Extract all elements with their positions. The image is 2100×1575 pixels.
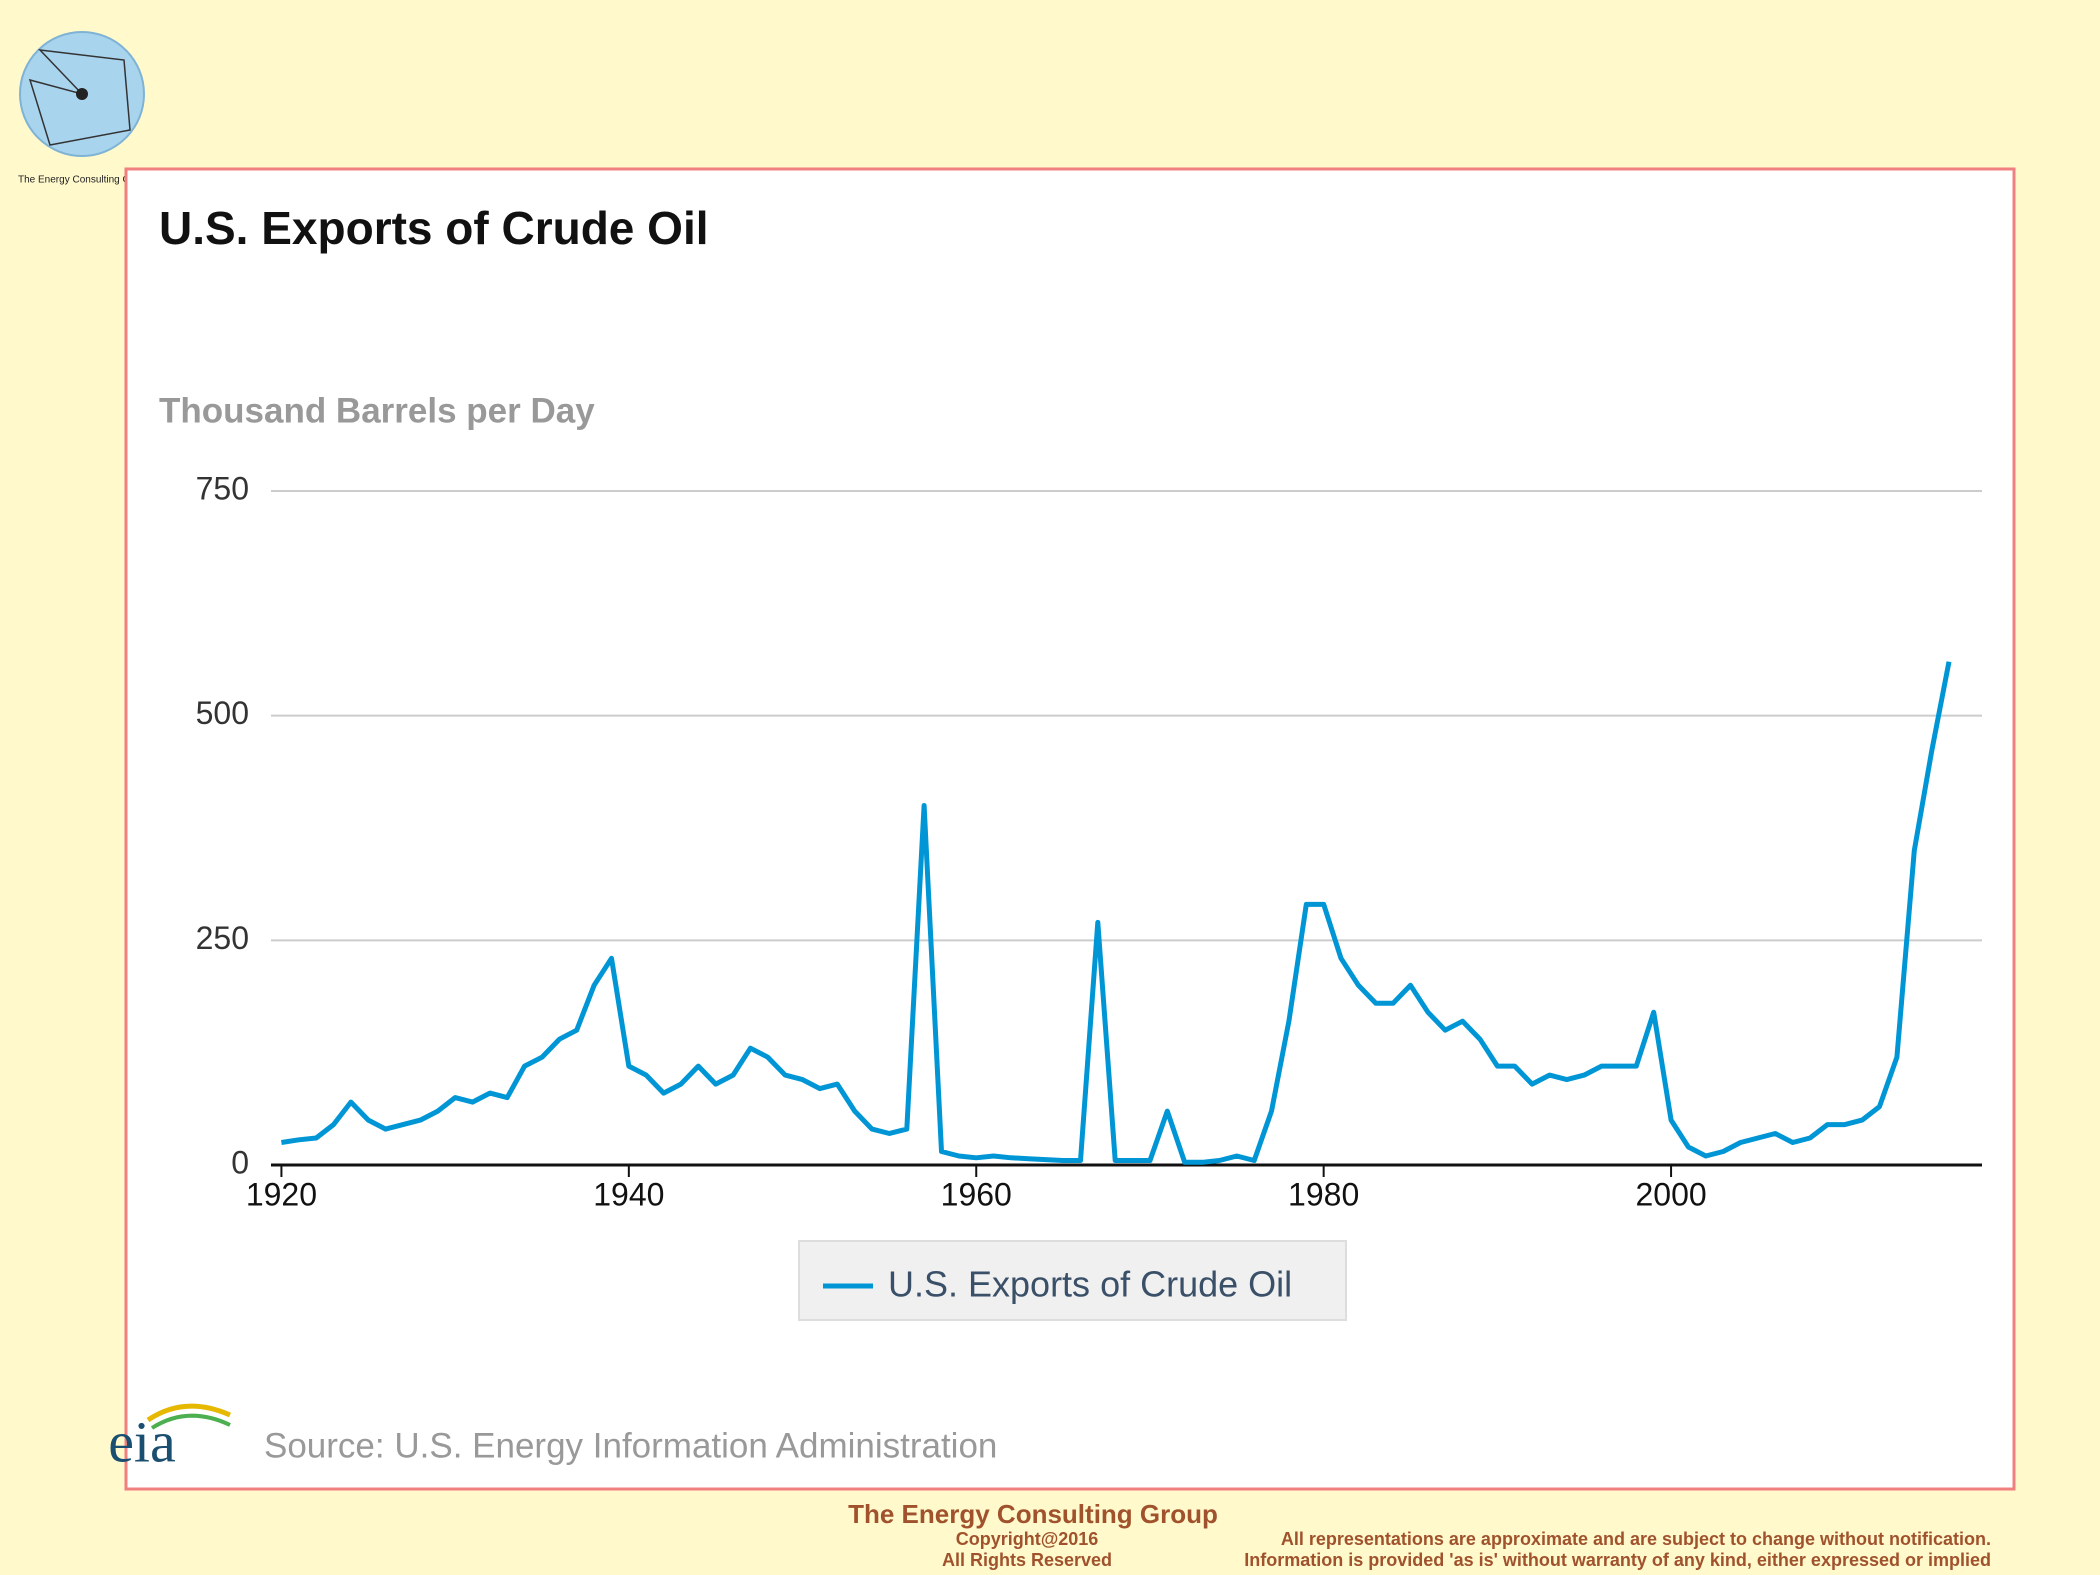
logo [19,31,145,157]
y-tick-label: 250 [196,920,249,956]
y-tick-label: 0 [231,1144,249,1180]
chart-title: U.S. Exports of Crude Oil [159,202,709,254]
y-tick-label: 750 [196,470,249,506]
y-tick-label: 500 [196,695,249,731]
legend [798,1240,1347,1321]
footer-copyright: Copyright@2016 [956,1529,1099,1549]
x-tick-label: 1920 [246,1176,317,1212]
y-axis-label: Thousand Barrels per Day [159,391,595,430]
x-tick-label: 2000 [1635,1176,1706,1212]
data-line [281,661,1952,1165]
eia-arc [150,1413,231,1430]
legend-label: U.S. Exports of Crude Oil [888,1264,1292,1305]
footer-company: The Energy Consulting Group [848,1499,1218,1529]
x-tick-label: 1980 [1288,1176,1359,1212]
logo-caption: The Energy Consulting Group [18,175,151,186]
source: Source: U.S. Energy Information Administ… [264,1426,997,1465]
footer-disclaimer: Information is provided 'as is' without … [1244,1550,1991,1570]
plot: 0 250 500 750 1920 1940 1960 1980 2000 [196,470,1982,1212]
eia-arc [146,1403,232,1423]
x-tick-label: 1940 [593,1176,664,1212]
footer-disclaimer: All representations are approximate and … [1281,1529,1991,1549]
x-tick-label: 1960 [941,1176,1012,1212]
footer-rights: All Rights Reserved [942,1550,1112,1570]
